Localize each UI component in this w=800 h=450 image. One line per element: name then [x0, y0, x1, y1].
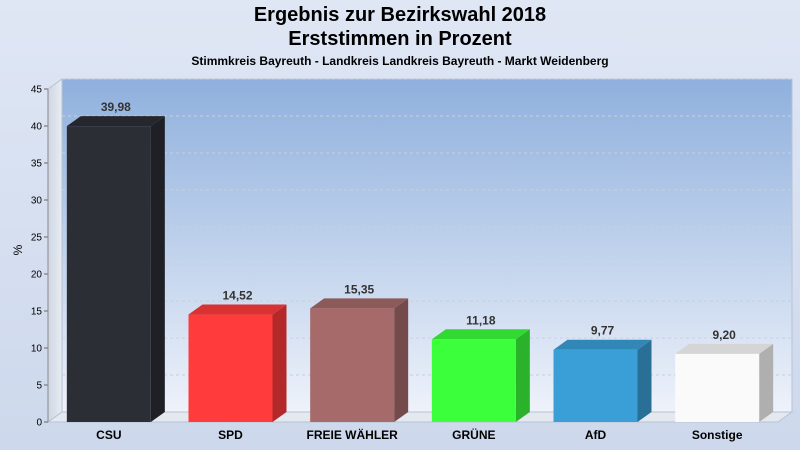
y-tick-label: 15 [31, 307, 43, 318]
bar-top [553, 339, 652, 350]
bar-front [66, 126, 151, 422]
bar-top [310, 298, 409, 309]
bars: 39,98 14,52 15,35 11,18 9,77 9,20 [66, 100, 774, 422]
x-tick-label: Sonstige [692, 428, 743, 442]
bar-front [310, 308, 395, 422]
bar-sonstige: 9,20 [675, 328, 774, 422]
bar-afd: 9,77 [553, 324, 652, 422]
bar-top [66, 116, 165, 127]
y-tick-label: 45 [31, 85, 43, 96]
bar-side [394, 298, 409, 422]
bar-top [675, 343, 774, 354]
y-axis-label: % [11, 244, 25, 255]
category-labels: CSU SPD FREIE WÄHLER GRÜNE AfD Sonstige [96, 427, 743, 442]
data-label: 9,77 [591, 324, 615, 338]
bar-freie-wähler: 15,35 [310, 282, 409, 422]
x-tick-label: SPD [218, 428, 243, 442]
y-axis-ticks: 0 5 10 15 20 25 30 35 40 45 [31, 85, 49, 429]
data-label: 15,35 [344, 282, 374, 296]
y-tick-label: 0 [36, 418, 42, 429]
bar-front [188, 314, 273, 422]
chart-title-line2: Erststimmen in Prozent [288, 28, 512, 50]
bar-side [515, 329, 530, 422]
chart-subtitle: Stimmkreis Bayreuth - Landkreis Landkrei… [191, 54, 609, 68]
bar-front [553, 349, 638, 422]
y-tick-label: 10 [31, 344, 43, 355]
data-label: 9,20 [712, 328, 736, 342]
bar-side [759, 343, 774, 422]
y-tick-label: 30 [31, 196, 43, 207]
bar-front [675, 353, 760, 422]
x-tick-label: AfD [585, 428, 607, 442]
chart-title: Ergebnis zur Bezirkswahl 2018 [253, 4, 547, 26]
x-tick-label: FREIE WÄHLER [306, 427, 398, 442]
bar-side [150, 116, 165, 422]
y-tick-label: 20 [31, 270, 43, 281]
data-label: 14,52 [222, 289, 252, 303]
y-tick-label: 5 [36, 381, 42, 392]
bar-top [188, 304, 287, 315]
bar-spd: 14,52 [188, 289, 287, 422]
bar-csu: 39,98 [66, 100, 165, 422]
bar-top [431, 329, 530, 340]
x-tick-label: CSU [96, 428, 121, 442]
bar-side [272, 304, 287, 422]
x-tick-label: GRÜNE [452, 427, 495, 442]
y-tick-label: 25 [31, 233, 43, 244]
grid-lines [62, 78, 792, 376]
y-tick-label: 35 [31, 159, 43, 170]
y-tick-label: 40 [31, 122, 43, 133]
bar-side [637, 339, 652, 422]
data-label: 39,98 [101, 100, 131, 114]
data-label: 11,18 [466, 313, 496, 327]
bar-front [431, 339, 516, 422]
bar-grüne: 11,18 [431, 313, 530, 422]
back-wall [61, 78, 793, 413]
side-wall [47, 78, 63, 423]
